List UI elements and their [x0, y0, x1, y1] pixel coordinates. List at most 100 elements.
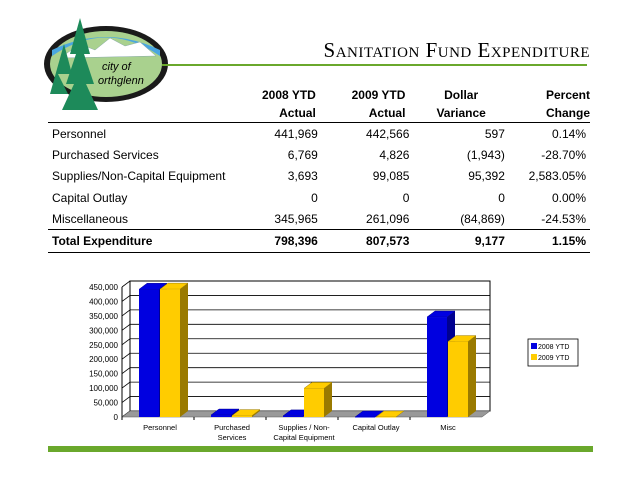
header-line: Percent	[545, 88, 590, 102]
bar-top	[210, 408, 240, 416]
bar-2008-ytd	[354, 410, 384, 418]
cell-value: 6,769	[287, 147, 318, 162]
gridline-side	[121, 396, 131, 403]
header-label	[48, 86, 238, 123]
y-tick-label: 150,000	[89, 370, 118, 379]
bar-front	[232, 415, 252, 417]
bar-top	[303, 382, 333, 389]
bar-front	[211, 415, 231, 417]
row-label: Supplies/Non-Capital Equipment	[52, 169, 226, 184]
header-line: Actual	[279, 106, 316, 120]
gridline-side	[121, 295, 131, 302]
bar-front	[160, 289, 180, 417]
city-logo: city of orthglenn	[40, 14, 180, 114]
cell-value: 0	[402, 190, 410, 205]
cell-value: 441,969	[274, 126, 318, 141]
y-tick-label: 50,000	[94, 399, 119, 408]
cell-value: 0.14%	[551, 126, 586, 141]
cell-value: 345,965	[274, 211, 318, 226]
row-label: Capital Outlay	[52, 190, 128, 205]
table-row: Supplies/Non-Capital Equipment 3,693 99,08…	[48, 166, 590, 187]
header-line: Actual	[368, 106, 406, 120]
bar-front	[283, 415, 303, 417]
cell-value: 3,693	[287, 169, 318, 184]
header-2009: 2009 YTD Actual	[322, 86, 414, 123]
x-tick-label: Purchased	[214, 423, 250, 432]
bar-front	[448, 341, 468, 417]
x-tick-label: Capital Outlay	[352, 423, 399, 432]
header-line: Dollar	[444, 88, 479, 102]
bar-front	[427, 317, 447, 417]
svg-text:orthglenn: orthglenn	[98, 75, 144, 87]
legend-label: 2008 YTD	[538, 344, 569, 351]
header-line: Variance	[436, 106, 486, 120]
y-tick-label: 100,000	[89, 384, 118, 393]
y-tick-label: 350,000	[89, 312, 118, 321]
bar-2009-ytd	[159, 282, 189, 417]
bar-front	[376, 417, 396, 418]
cell-value: 95,392	[468, 169, 505, 184]
row-label: Miscellaneous	[52, 211, 129, 226]
bar-2009-ytd	[303, 382, 333, 417]
footer-divider	[48, 446, 593, 452]
cell-value: 442,566	[366, 126, 410, 141]
gridline-side	[121, 324, 131, 331]
cell-value: 597	[484, 126, 505, 141]
row-label: Purchased Services	[52, 147, 159, 162]
legend-swatch	[531, 354, 537, 360]
y-tick-label: 200,000	[89, 355, 118, 364]
x-tick-label: Misc	[440, 423, 456, 432]
bar-2009-ytd	[375, 410, 405, 418]
cell-value: -28.70%	[541, 147, 586, 162]
cell-value: 99,085	[372, 169, 410, 184]
gridline-side	[121, 309, 131, 317]
header-percent: Percent Change	[509, 86, 590, 123]
table-header-row: 2008 YTD Actual 2009 YTD Actual Dollar Vari…	[48, 86, 590, 123]
cell-value: 9,177	[474, 234, 505, 249]
bar-2009-ytd	[231, 409, 261, 417]
header-line: 2009 YTD	[351, 88, 406, 102]
table-row: Purchased Services 6,769 4,826 (1,943) -28.7…	[48, 144, 590, 165]
x-tick-label: Supplies / Non-	[278, 423, 330, 432]
y-tick-label: 400,000	[89, 297, 118, 306]
cell-value: 0.00%	[551, 190, 586, 205]
title-divider	[162, 64, 587, 66]
cell-value: 807,573	[366, 234, 410, 249]
gridline-side	[121, 280, 131, 288]
header-2008: 2008 YTD Actual	[238, 86, 322, 123]
bar-side	[180, 283, 188, 417]
gridline-side	[121, 381, 131, 389]
cell-value: -24.53%	[541, 211, 586, 226]
bar-2009-ytd	[447, 335, 477, 417]
expenditure-chart: 0 50,000 100,000 150,000 200,000 250,000 300,0…	[89, 280, 579, 442]
gridline-side	[121, 367, 131, 374]
y-tick-label: 250,000	[89, 341, 118, 350]
x-tick-label: Capital Equipment	[273, 433, 335, 442]
cell-value: 2,583.05%	[528, 169, 586, 184]
table-row: Personnel 441,969 442,566 597 0.14%	[48, 123, 590, 145]
total-row: Total Expenditure 798,396 807,573 9,177 1.15…	[48, 229, 590, 253]
cell-value: (1,943)	[466, 147, 505, 162]
gridline-side	[121, 352, 131, 360]
cell-value: 4,826	[379, 147, 410, 162]
table-row: Capital Outlay 0 0 0 0.00%	[48, 187, 590, 208]
bar-side	[252, 409, 260, 417]
cell-value: 0	[311, 190, 318, 205]
x-tick-label: Services	[218, 433, 247, 442]
expenditure-table: 2008 YTD Actual 2009 YTD Actual Dollar Vari…	[48, 86, 590, 253]
header-line: Change	[545, 106, 590, 120]
x-tick-label: Personnel	[143, 423, 177, 432]
cell-value: (84,869)	[460, 211, 505, 226]
legend-swatch	[531, 343, 537, 349]
bar-side	[324, 382, 332, 417]
bar-front	[139, 289, 159, 417]
cell-value: 1.15%	[551, 234, 586, 249]
y-tick-label: 450,000	[89, 283, 118, 292]
gridline-side	[121, 338, 131, 346]
bar-front	[304, 388, 324, 417]
row-label: Personnel	[52, 126, 107, 141]
y-tick-label: 0	[114, 413, 119, 422]
bar-side	[468, 335, 476, 417]
page-title: Sanitation Fund Expenditure	[323, 38, 590, 62]
cell-value: 261,096	[366, 211, 410, 226]
